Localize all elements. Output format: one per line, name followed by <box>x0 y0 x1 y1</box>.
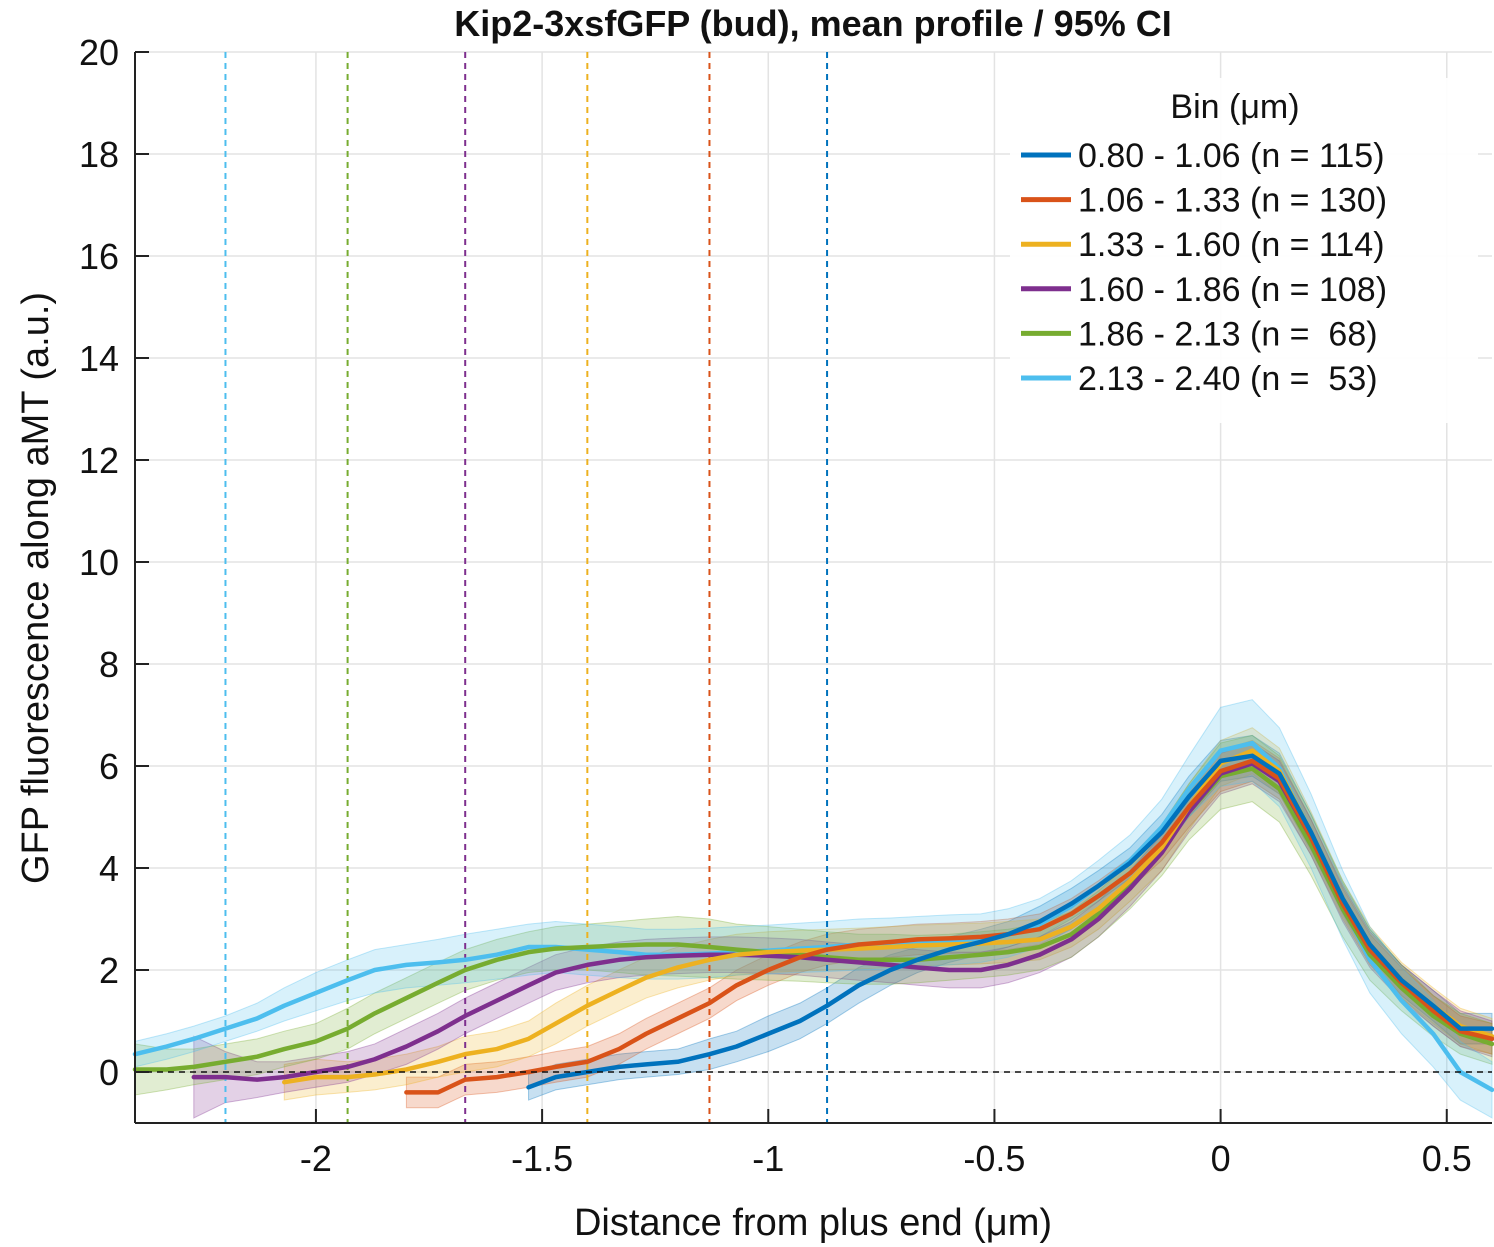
x-tick-label: -2 <box>300 1138 332 1179</box>
series-lines <box>132 740 1494 1095</box>
legend-entry: 2.13 - 2.40 (n = 53) <box>1078 360 1378 398</box>
legend-entry: 1.33 - 1.60 (n = 114) <box>1078 226 1385 264</box>
legend: Bin (μm) 0.80 - 1.06 (n = 115) 1.06 - 1.3… <box>1010 78 1478 423</box>
y-tick-labels: 0 2 4 6 8 10 12 14 16 18 20 <box>79 32 119 1093</box>
ci-band <box>134 699 1493 1119</box>
y-axis-title: GFP fluorescence along aMT (a.u.) <box>15 292 57 884</box>
y-tick-label: 2 <box>99 950 119 991</box>
confidence-bands <box>134 699 1493 1119</box>
legend-items: 0.80 - 1.06 (n = 115) 1.06 - 1.33 (n = 13… <box>1021 137 1387 398</box>
y-tick-label: 12 <box>79 440 119 481</box>
y-tick-label: 16 <box>79 236 119 277</box>
y-tick-label: 20 <box>79 32 119 73</box>
y-tick-label: 14 <box>79 338 119 379</box>
bin-marker-lines <box>224 52 829 1123</box>
y-tick-label: 10 <box>79 542 119 583</box>
legend-entry: 1.86 - 2.13 (n = 68) <box>1078 315 1378 353</box>
y-tick-label: 6 <box>99 746 119 787</box>
legend-entry: 1.60 - 1.86 (n = 108) <box>1078 271 1387 309</box>
series-line <box>132 740 1494 1093</box>
legend-entry: 1.06 - 1.33 (n = 130) <box>1078 182 1387 220</box>
series-line <box>132 766 1494 1072</box>
axes <box>134 51 1492 1124</box>
x-tick-label: -0.5 <box>963 1138 1025 1179</box>
y-tick-label: 18 <box>79 134 119 175</box>
x-tick-label: 0 <box>1211 1138 1231 1179</box>
x-axis-title: Distance from plus end (μm) <box>574 1202 1052 1244</box>
y-tick-label: 4 <box>99 848 119 889</box>
x-tick-label: -1.5 <box>511 1138 573 1179</box>
chart-title: Kip2-3xsfGFP (bud), mean profile / 95% C… <box>454 3 1171 44</box>
x-tick-labels: -2 -1.5 -1 -0.5 0 0.5 <box>300 1138 1472 1179</box>
series-line <box>526 753 1494 1090</box>
legend-box <box>1010 78 1478 423</box>
y-tick-label: 8 <box>99 644 119 685</box>
legend-title: Bin (μm) <box>1170 88 1299 126</box>
x-tick-label: 0.5 <box>1422 1138 1472 1179</box>
legend-entry: 0.80 - 1.06 (n = 115) <box>1078 137 1385 175</box>
y-tick-label: 0 <box>99 1052 119 1093</box>
x-tick-label: -1 <box>752 1138 784 1179</box>
